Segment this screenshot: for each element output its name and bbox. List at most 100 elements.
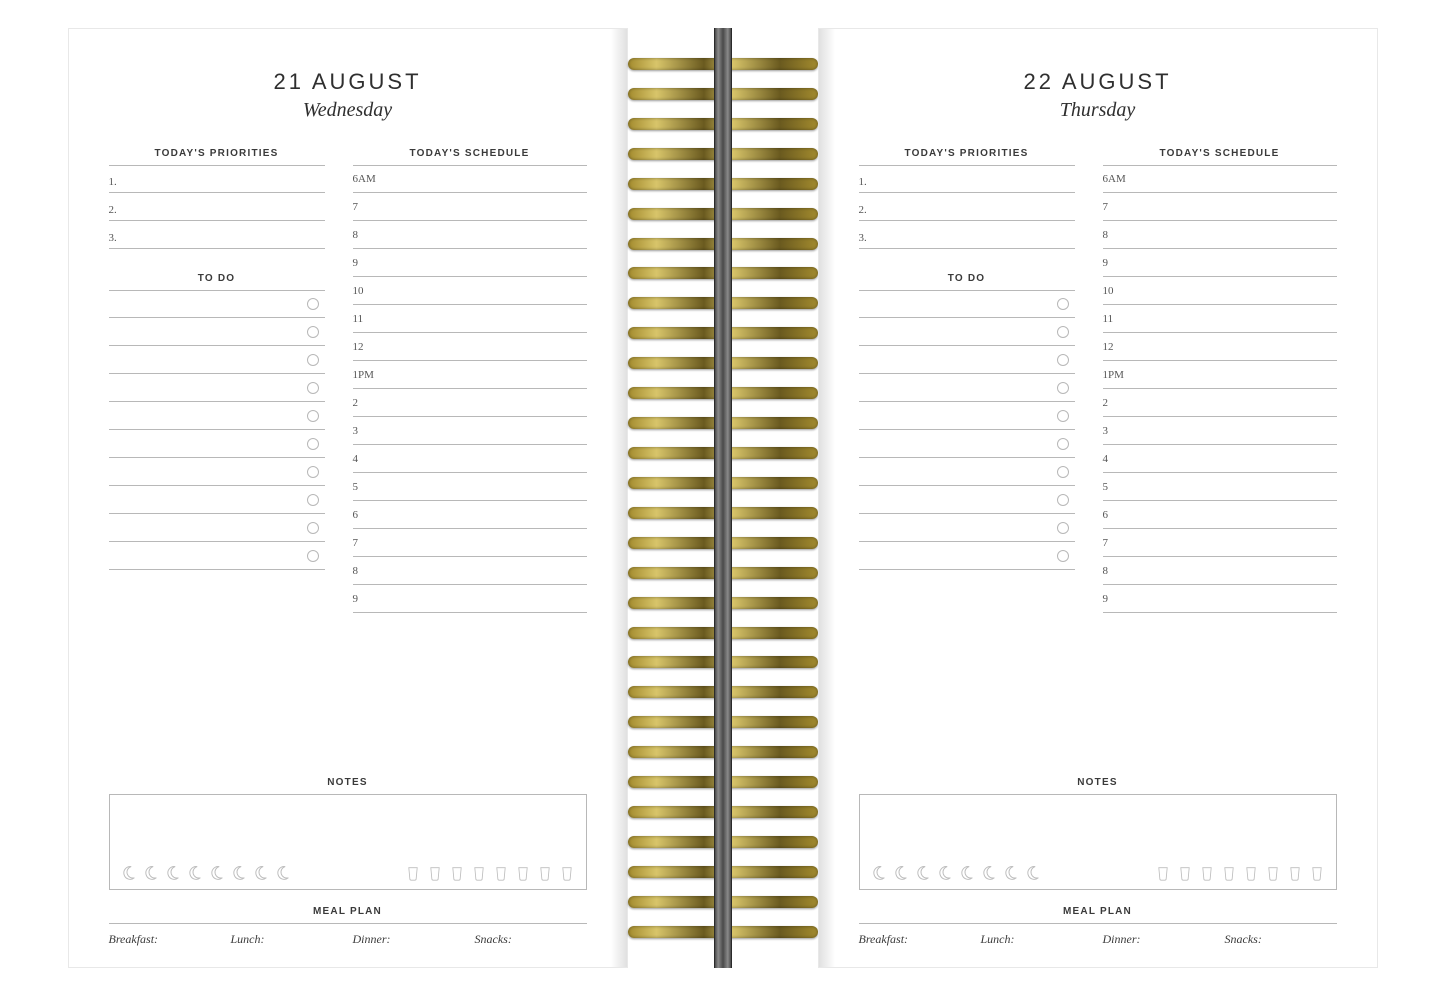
- schedule-line[interactable]: 9: [353, 585, 587, 613]
- meal-dinner[interactable]: Dinner:: [1103, 932, 1215, 947]
- schedule-line[interactable]: 8: [1103, 557, 1337, 585]
- schedule-line[interactable]: 1PM: [1103, 361, 1337, 389]
- cup-icon[interactable]: [1244, 865, 1260, 883]
- moon-icon[interactable]: [252, 865, 268, 883]
- schedule-line[interactable]: 12: [1103, 333, 1337, 361]
- schedule-line[interactable]: 9: [1103, 585, 1337, 613]
- schedule-line[interactable]: 7: [353, 193, 587, 221]
- schedule-line[interactable]: 2: [1103, 389, 1337, 417]
- todo-checkbox-icon[interactable]: [1057, 410, 1069, 422]
- todo-checkbox-icon[interactable]: [1057, 354, 1069, 366]
- moon-icon[interactable]: [936, 865, 952, 883]
- priority-line[interactable]: 2.: [859, 193, 1075, 221]
- cup-icon[interactable]: [560, 865, 576, 883]
- cup-icon[interactable]: [1310, 865, 1326, 883]
- todo-line[interactable]: [109, 458, 325, 486]
- notes-box[interactable]: [109, 794, 587, 890]
- todo-line[interactable]: [109, 290, 325, 318]
- schedule-line[interactable]: 9: [353, 249, 587, 277]
- todo-line[interactable]: [859, 318, 1075, 346]
- schedule-line[interactable]: 6: [353, 501, 587, 529]
- notes-box[interactable]: [859, 794, 1337, 890]
- cup-icon[interactable]: [1156, 865, 1172, 883]
- cup-icon[interactable]: [1266, 865, 1282, 883]
- todo-line[interactable]: [859, 290, 1075, 318]
- moon-icon[interactable]: [230, 865, 246, 883]
- cup-icon[interactable]: [428, 865, 444, 883]
- schedule-line[interactable]: 9: [1103, 249, 1337, 277]
- todo-checkbox-icon[interactable]: [307, 550, 319, 562]
- schedule-line[interactable]: 12: [353, 333, 587, 361]
- todo-checkbox-icon[interactable]: [307, 438, 319, 450]
- todo-line[interactable]: [859, 458, 1075, 486]
- meal-breakfast[interactable]: Breakfast:: [109, 932, 221, 947]
- schedule-line[interactable]: 11: [1103, 305, 1337, 333]
- schedule-line[interactable]: 8: [353, 557, 587, 585]
- todo-line[interactable]: [109, 346, 325, 374]
- schedule-line[interactable]: 5: [353, 473, 587, 501]
- schedule-line[interactable]: 10: [353, 277, 587, 305]
- todo-checkbox-icon[interactable]: [307, 298, 319, 310]
- todo-line[interactable]: [109, 318, 325, 346]
- moon-icon[interactable]: [164, 865, 180, 883]
- meal-dinner[interactable]: Dinner:: [353, 932, 465, 947]
- moon-icon[interactable]: [208, 865, 224, 883]
- todo-checkbox-icon[interactable]: [1057, 522, 1069, 534]
- schedule-line[interactable]: 4: [1103, 445, 1337, 473]
- meal-breakfast[interactable]: Breakfast:: [859, 932, 971, 947]
- priority-line[interactable]: 1.: [859, 165, 1075, 193]
- todo-line[interactable]: [859, 430, 1075, 458]
- cup-icon[interactable]: [1288, 865, 1304, 883]
- schedule-line[interactable]: 3: [1103, 417, 1337, 445]
- todo-checkbox-icon[interactable]: [307, 354, 319, 366]
- schedule-line[interactable]: 10: [1103, 277, 1337, 305]
- todo-checkbox-icon[interactable]: [307, 494, 319, 506]
- moon-icon[interactable]: [1002, 865, 1018, 883]
- cup-icon[interactable]: [472, 865, 488, 883]
- schedule-line[interactable]: 1PM: [353, 361, 587, 389]
- cup-icon[interactable]: [494, 865, 510, 883]
- todo-checkbox-icon[interactable]: [1057, 438, 1069, 450]
- meal-snacks[interactable]: Snacks:: [475, 932, 587, 947]
- priority-line[interactable]: 2.: [109, 193, 325, 221]
- cup-icon[interactable]: [1200, 865, 1216, 883]
- moon-icon[interactable]: [892, 865, 908, 883]
- todo-line[interactable]: [859, 542, 1075, 570]
- moon-icon[interactable]: [274, 865, 290, 883]
- schedule-line[interactable]: 7: [1103, 529, 1337, 557]
- schedule-line[interactable]: 5: [1103, 473, 1337, 501]
- todo-line[interactable]: [859, 374, 1075, 402]
- meal-snacks[interactable]: Snacks:: [1225, 932, 1337, 947]
- moon-icon[interactable]: [870, 865, 886, 883]
- schedule-line[interactable]: 4: [353, 445, 587, 473]
- cup-icon[interactable]: [1178, 865, 1194, 883]
- todo-line[interactable]: [859, 486, 1075, 514]
- todo-line[interactable]: [859, 402, 1075, 430]
- todo-checkbox-icon[interactable]: [1057, 298, 1069, 310]
- todo-line[interactable]: [859, 514, 1075, 542]
- meal-lunch[interactable]: Lunch:: [231, 932, 343, 947]
- schedule-line[interactable]: 3: [353, 417, 587, 445]
- todo-checkbox-icon[interactable]: [307, 522, 319, 534]
- moon-icon[interactable]: [186, 865, 202, 883]
- cup-icon[interactable]: [1222, 865, 1238, 883]
- moon-icon[interactable]: [120, 865, 136, 883]
- schedule-line[interactable]: 2: [353, 389, 587, 417]
- cup-icon[interactable]: [538, 865, 554, 883]
- todo-checkbox-icon[interactable]: [307, 382, 319, 394]
- todo-line[interactable]: [109, 542, 325, 570]
- priority-line[interactable]: 3.: [109, 221, 325, 249]
- moon-icon[interactable]: [1024, 865, 1040, 883]
- priority-line[interactable]: 1.: [109, 165, 325, 193]
- todo-line[interactable]: [109, 514, 325, 542]
- todo-checkbox-icon[interactable]: [1057, 466, 1069, 478]
- cup-icon[interactable]: [406, 865, 422, 883]
- schedule-line[interactable]: 6: [1103, 501, 1337, 529]
- meal-lunch[interactable]: Lunch:: [981, 932, 1093, 947]
- cup-icon[interactable]: [450, 865, 466, 883]
- moon-icon[interactable]: [958, 865, 974, 883]
- moon-icon[interactable]: [980, 865, 996, 883]
- todo-line[interactable]: [109, 430, 325, 458]
- todo-checkbox-icon[interactable]: [1057, 382, 1069, 394]
- schedule-line[interactable]: 8: [1103, 221, 1337, 249]
